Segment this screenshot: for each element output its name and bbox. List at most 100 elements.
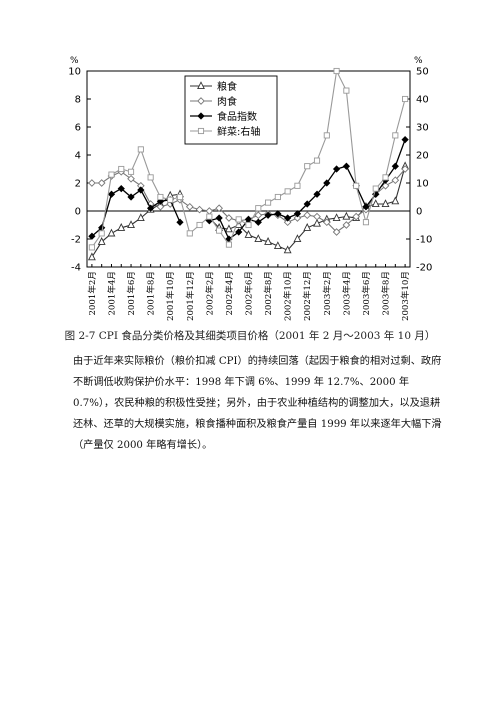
data-point [323, 179, 331, 187]
left-tick-label: -4 [71, 263, 81, 274]
data-point [333, 67, 340, 75]
left-unit-label: % [70, 56, 79, 66]
data-point [303, 200, 311, 208]
data-point [88, 244, 95, 251]
data-point [118, 165, 125, 173]
data-point [215, 204, 223, 213]
series-line [208, 166, 406, 251]
data-point [97, 236, 106, 245]
data-point [107, 228, 116, 237]
data-point [224, 224, 233, 233]
data-point [372, 185, 379, 192]
series-line [91, 187, 181, 237]
x-tick-label: 2003年10月 [399, 271, 411, 321]
data-point [147, 174, 154, 181]
left-tick-label: 2 [75, 179, 81, 190]
data-point [391, 196, 400, 205]
data-point [206, 213, 213, 220]
data-point [156, 202, 165, 211]
right-tick-label: 30 [416, 123, 429, 134]
data-point [167, 196, 174, 203]
right-tick-label: -10 [416, 235, 432, 246]
x-tick-label: 2003年4月 [340, 271, 352, 316]
series-line [91, 193, 181, 258]
left-tick-label: 0 [75, 207, 81, 218]
x-tick-label: 2002年8月 [262, 271, 274, 316]
data-point [225, 241, 232, 248]
data-point [97, 179, 106, 187]
data-point [127, 168, 135, 175]
data-point [303, 211, 312, 220]
data-point [254, 218, 262, 226]
data-point [284, 188, 291, 195]
x-tick-label: 2001年10月 [164, 271, 176, 321]
data-point [137, 146, 144, 153]
data-point [293, 214, 302, 222]
right-tick-label: 40 [416, 95, 429, 106]
legend-label: 鲜菜:右轴 [217, 125, 260, 138]
data-point [381, 199, 390, 208]
x-tick-label: 2001年12月 [184, 271, 196, 321]
data-point [352, 212, 361, 221]
data-point [392, 132, 399, 139]
data-point [362, 203, 370, 211]
legend-marker [197, 81, 205, 90]
data-point [353, 182, 360, 189]
data-point [127, 220, 135, 229]
legend-marker [197, 127, 205, 135]
data-point [273, 241, 282, 250]
data-point [382, 174, 389, 181]
data-point [402, 95, 409, 103]
x-tick-label: 2002年2月 [203, 271, 215, 316]
data-point [117, 184, 125, 193]
data-point [176, 193, 184, 201]
data-point [244, 229, 253, 238]
data-point [342, 162, 351, 170]
data-point [322, 218, 331, 227]
data-point [136, 213, 145, 222]
data-point [342, 221, 351, 229]
right-tick-label: 0 [416, 207, 422, 218]
data-point [401, 135, 409, 144]
legend-label: 肉食 [217, 95, 237, 108]
data-point [323, 132, 330, 139]
x-tick-label: 2001年6月 [125, 271, 137, 316]
data-point [381, 181, 390, 190]
data-point [137, 186, 145, 194]
data-point [235, 216, 242, 223]
x-tick-label: 2001年8月 [145, 271, 157, 316]
x-tick-label: 2002年6月 [243, 271, 255, 316]
x-tick-label: 2002年4月 [223, 271, 235, 316]
data-point [313, 157, 321, 164]
data-point [255, 205, 262, 212]
data-point [313, 212, 321, 221]
data-point [146, 204, 155, 212]
data-point [283, 245, 292, 254]
left-tick-label: 10 [68, 67, 81, 78]
data-point [88, 232, 96, 240]
right-tick-label: 10 [416, 179, 429, 190]
data-point [205, 207, 214, 215]
data-point [196, 221, 203, 229]
data-point [127, 174, 135, 183]
x-tick-label: 2002年10月 [282, 271, 294, 321]
right-tick-label: 50 [416, 67, 429, 78]
left-tick-label: 6 [75, 123, 81, 134]
data-point [98, 230, 105, 237]
data-point [127, 193, 135, 201]
data-point [235, 228, 243, 236]
data-point [254, 234, 263, 243]
x-tick-label: 2003年2月 [321, 271, 333, 316]
data-point [225, 214, 233, 222]
data-point [176, 218, 184, 226]
data-point [293, 234, 302, 243]
legend-marker [197, 112, 205, 120]
data-point [245, 221, 252, 229]
data-point [274, 193, 281, 201]
legend-label: 食品指数 [217, 110, 257, 123]
data-point [216, 227, 223, 234]
data-point [313, 218, 321, 227]
data-point [294, 182, 301, 189]
data-point [157, 193, 164, 201]
